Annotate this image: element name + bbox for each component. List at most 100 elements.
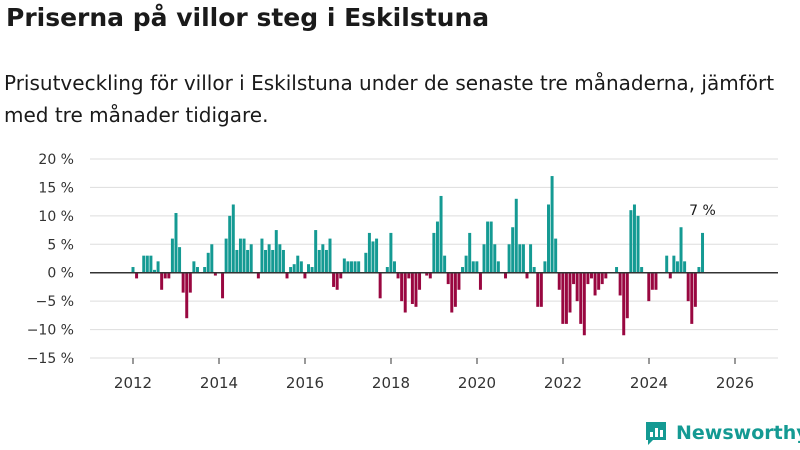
bar: [156, 261, 160, 273]
bar: [332, 272, 336, 287]
bar: [668, 272, 672, 279]
bar: [392, 261, 396, 273]
bar: [307, 264, 311, 273]
bar: [375, 238, 379, 273]
annotations: 7 %: [689, 203, 716, 219]
newsworthy-logo[interactable]: Newsworthy: [644, 420, 800, 446]
bar: [629, 210, 633, 273]
bar: [636, 215, 640, 273]
x-tick-label: 2018: [372, 374, 410, 392]
bar: [178, 247, 182, 273]
x-tick-label: 2016: [286, 374, 324, 392]
bar: [504, 272, 508, 279]
bar: [203, 267, 207, 273]
y-tick-label: −5 %: [36, 294, 74, 310]
bar: [475, 261, 479, 273]
bar: [328, 238, 332, 273]
bar: [167, 272, 171, 279]
bar: [679, 227, 683, 273]
bar: [271, 249, 275, 273]
bar: [407, 272, 411, 279]
bar: [299, 261, 303, 273]
bar: [464, 255, 468, 273]
bar: [486, 221, 490, 273]
bar: [385, 267, 389, 273]
bar: [396, 272, 400, 279]
bar: [511, 227, 515, 273]
bar: [568, 272, 572, 313]
bar: [364, 252, 368, 273]
bar: [582, 272, 586, 336]
bar: [389, 232, 393, 273]
bar: [231, 204, 235, 273]
bar: [482, 244, 486, 273]
bar: [378, 272, 382, 299]
bar: [461, 267, 465, 273]
bar: [507, 244, 511, 273]
bar: [256, 272, 260, 279]
bar: [160, 272, 164, 290]
bar: [213, 272, 217, 276]
y-tick-label: 0 %: [47, 266, 74, 282]
bar: [493, 244, 497, 273]
chart-subtitle: Prisutveckling för villor i Eskilstuna u…: [4, 71, 775, 127]
bar: [285, 272, 289, 279]
bar: [400, 272, 404, 302]
x-tick-label: 2014: [200, 374, 238, 392]
bar: [195, 267, 199, 273]
bar: [303, 272, 307, 279]
bar: [650, 272, 654, 290]
bar: [371, 241, 375, 273]
bar: [615, 267, 619, 273]
bar: [593, 272, 597, 296]
bar: [210, 244, 214, 273]
bar: [525, 272, 529, 279]
bar: [181, 272, 185, 293]
y-tick-label: −10 %: [27, 323, 74, 339]
bar: [597, 272, 601, 290]
bar: [690, 272, 694, 324]
bar: [153, 269, 156, 273]
bar: [604, 272, 608, 279]
bar: [131, 267, 135, 273]
bar: [206, 252, 210, 273]
bar: [324, 249, 328, 273]
bar: [264, 249, 268, 273]
bar: [267, 244, 271, 273]
bar: [446, 272, 450, 285]
bar: [228, 215, 232, 273]
bar: [410, 272, 414, 304]
bar: [278, 244, 282, 273]
x-tick-label: 2020: [458, 374, 496, 392]
bar: [550, 176, 554, 273]
bar: [701, 232, 705, 273]
y-tick-label: 10 %: [38, 209, 74, 225]
bar: [572, 272, 576, 285]
bar: [640, 267, 644, 273]
y-axis-labels: −15 % −10 % −5 % 0 % 5 % 10 % 15 % 20 %: [27, 152, 74, 367]
bar: [654, 272, 658, 290]
bar: [543, 261, 547, 273]
bar: [188, 272, 192, 293]
y-tick-label: 15 %: [38, 180, 74, 196]
x-tick-label: 2026: [716, 374, 754, 392]
bar: [353, 261, 357, 273]
bar: [221, 272, 225, 299]
bar: [532, 267, 536, 273]
bar: [185, 272, 189, 319]
bar: [686, 272, 690, 302]
bar: [632, 204, 636, 273]
bar: [145, 255, 149, 273]
bar: [281, 249, 285, 273]
bar: [450, 272, 454, 313]
x-tick-label: 2024: [630, 374, 668, 392]
bar: [425, 272, 429, 276]
bar: [489, 221, 493, 273]
bar: [547, 204, 550, 273]
x-tick-label: 2012: [114, 374, 152, 392]
newsworthy-logo-icon: [646, 422, 666, 445]
bar: [575, 272, 579, 302]
bar: [289, 267, 293, 273]
bar: [321, 244, 325, 273]
